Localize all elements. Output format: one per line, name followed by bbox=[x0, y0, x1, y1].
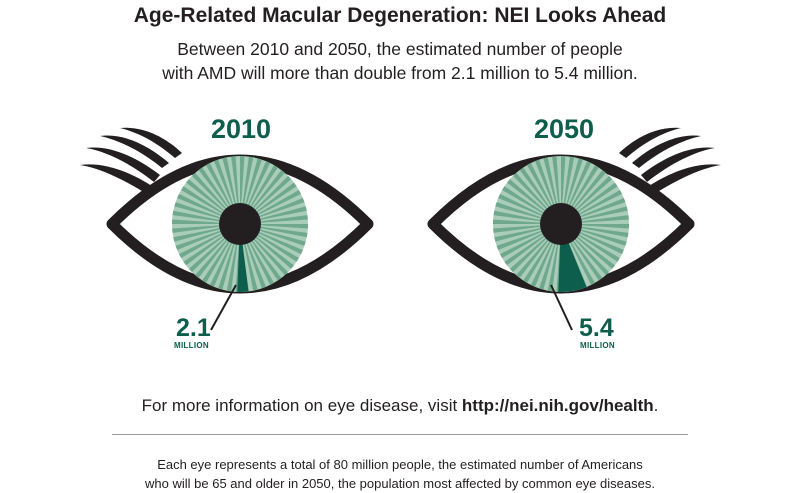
info-suffix: . bbox=[653, 396, 659, 415]
pointer-line-right bbox=[550, 284, 573, 331]
year-label-left: 2010 bbox=[210, 114, 272, 144]
footnote-line-1: Each eye represents a total of 80 millio… bbox=[157, 457, 643, 472]
footnote-line-2: who will be 65 and older in 2050, the po… bbox=[145, 476, 655, 491]
subtitle: Between 2010 and 2050, the estimated num… bbox=[0, 37, 800, 85]
year-label-right: 2050 bbox=[533, 114, 595, 144]
eye-right bbox=[427, 127, 721, 331]
eyes-illustration bbox=[80, 127, 721, 331]
pointer-line-left bbox=[210, 284, 237, 331]
pupil-right bbox=[540, 203, 582, 245]
info-link[interactable]: http://nei.nih.gov/health bbox=[461, 396, 654, 415]
page-title: Age-Related Macular Degeneration: NEI Lo… bbox=[133, 4, 667, 27]
footnote: Each eye represents a total of 80 millio… bbox=[0, 455, 800, 493]
pupil-left bbox=[219, 203, 261, 245]
info-text: For more information on eye disease, vis… bbox=[0, 396, 800, 416]
info-prefix: For more information on eye disease, vis… bbox=[141, 396, 462, 415]
subtitle-line-1: Between 2010 and 2050, the estimated num… bbox=[177, 39, 623, 59]
unit-left: MILLION bbox=[174, 341, 209, 350]
unit-right: MILLION bbox=[580, 341, 615, 350]
divider bbox=[112, 434, 688, 435]
value-right: 5.4 bbox=[579, 314, 614, 342]
eye-left bbox=[80, 127, 374, 331]
value-left: 2.1 bbox=[176, 314, 211, 342]
subtitle-line-2: with AMD will more than double from 2.1 … bbox=[162, 63, 638, 83]
